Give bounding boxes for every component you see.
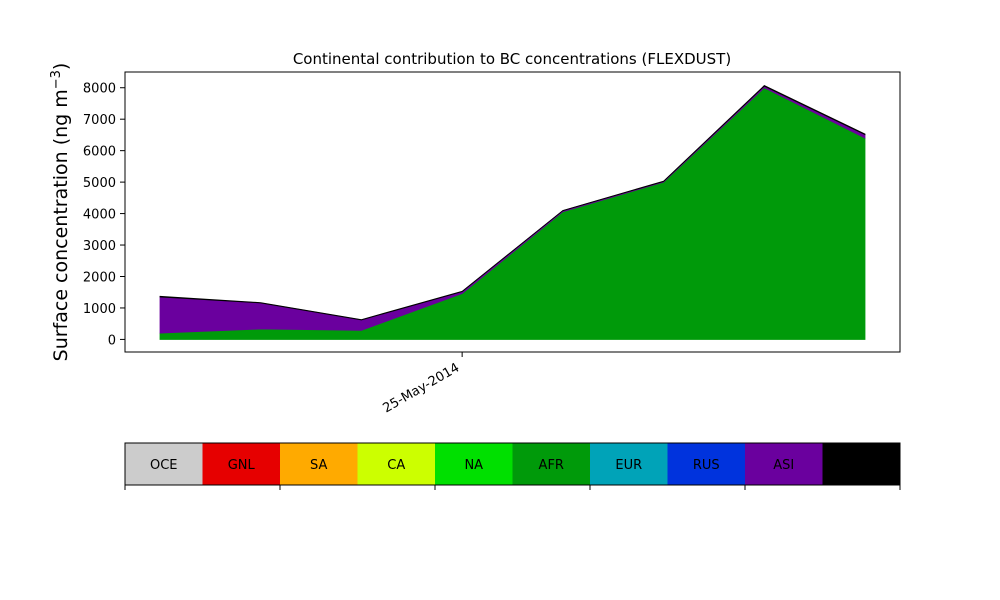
y-tick-label: 7000 [83,113,116,128]
plot-area-frame [124,71,901,353]
area-series-aus [159,85,866,321]
region-colorbar-legend: OCE GNL SA CA NA AFR EUR RUS ASI AUS [124,442,901,490]
legend-swatch-na [435,443,513,485]
legend-swatch-gnl [202,443,280,485]
legend-label-ca: CA [387,458,405,473]
y-axis-label-main: Surface concentration (ng m [50,89,72,361]
y-tick-label: 0 [108,333,116,348]
y-axis: 0 1000 2000 3000 4000 5000 6000 7000 8000 [83,82,125,348]
y-axis-label: Surface concentration (ng m−3) [49,63,72,362]
legend-label-asi: ASI [773,458,794,473]
chart-title: Continental contribution to BC concentra… [293,50,731,68]
legend-label-rus: RUS [693,458,720,473]
legend-label-oce: OCE [150,458,178,473]
legend-swatch-eur [590,443,668,485]
y-tick-label: 1000 [83,302,116,317]
y-tick-label: 2000 [83,270,116,285]
legend-label-gnl: GNL [228,458,256,473]
y-axis-label-superscript: −3 [49,70,64,89]
legend-label-afr: AFR [539,458,564,473]
legend-label-aus: AUS [848,458,875,473]
y-tick-label: 3000 [83,239,116,254]
legend-swatch-asi [745,443,823,485]
y-tick-label: 5000 [83,176,116,191]
y-axis-label-close: ) [50,63,72,70]
legend-label-eur: EUR [615,458,642,473]
legend-frame [124,442,901,486]
y-tick-label: 6000 [83,145,116,160]
y-tick-label: 4000 [83,208,116,223]
legend-swatch-ca [357,443,435,485]
legend-swatch-oce [125,443,203,485]
legend-swatch-afr [512,443,590,485]
legend-label-na: NA [464,458,483,473]
area-series-group [159,85,866,340]
legend-swatch-sa [280,443,358,485]
legend-swatch-rus [667,443,745,485]
legend-swatch-aus [822,443,900,485]
y-tick-label: 8000 [83,82,116,97]
legend-label-sa: SA [310,458,327,473]
